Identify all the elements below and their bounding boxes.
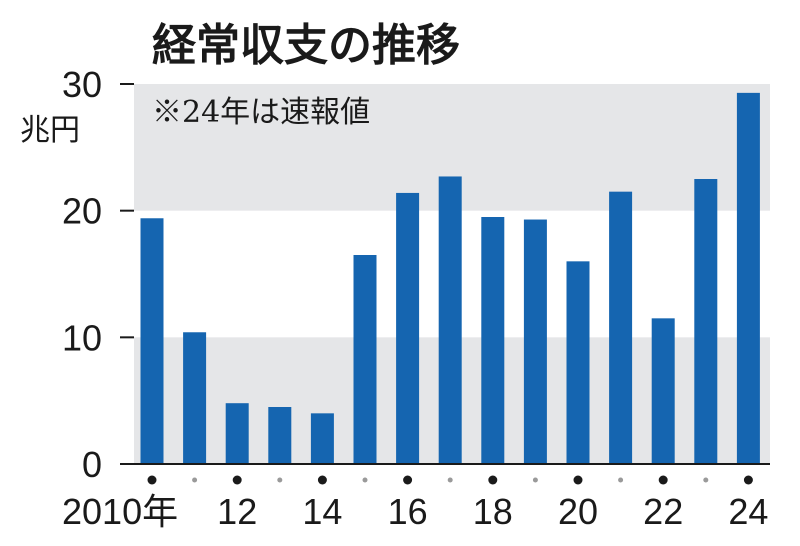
bar [183, 332, 207, 464]
bar [396, 192, 420, 464]
x-tick-marker [147, 475, 157, 485]
x-tick-marker [743, 475, 753, 485]
x-tick-label: 22 [643, 491, 683, 532]
x-tick-marker [192, 477, 198, 483]
x-tick-label: 16 [388, 491, 428, 532]
x-tick-marker [618, 477, 624, 483]
y-tick-label: 30 [62, 64, 102, 105]
bar [694, 179, 718, 464]
x-tick-marker [362, 477, 368, 483]
bar [310, 413, 334, 464]
x-tick-marker [532, 477, 538, 483]
bar [481, 217, 505, 464]
y-tick-label: 20 [62, 191, 102, 232]
y-tick-label: 10 [62, 317, 102, 358]
x-tick-label: 24 [728, 491, 768, 532]
y-tick-label: 0 [82, 444, 102, 485]
bars [140, 92, 760, 464]
bar [566, 261, 590, 464]
x-tick-label: 14 [302, 491, 342, 532]
bar [438, 176, 462, 464]
chart-note: ※24年は速報値 [152, 95, 370, 130]
x-tick-label: 2010年 [62, 491, 178, 532]
bar [651, 318, 675, 464]
x-tick-marker [232, 475, 242, 485]
bar [225, 403, 249, 464]
bar [736, 92, 760, 464]
x-tick-marker [573, 475, 583, 485]
bar [268, 407, 292, 464]
chart-title: 経常収支の推移 [152, 20, 460, 71]
x-tick-marker [277, 477, 283, 483]
bar [609, 191, 633, 464]
x-tick-label: 12 [217, 491, 257, 532]
bar [140, 218, 164, 464]
x-tick-label: 20 [558, 491, 598, 532]
bar [523, 219, 547, 464]
x-tick-marker [403, 475, 413, 485]
x-axis-markers [147, 475, 753, 485]
bar [353, 255, 377, 464]
y-axis-ticks: 0 10 20 30 [62, 64, 134, 485]
x-tick-marker [317, 475, 327, 485]
x-tick-marker [447, 477, 453, 483]
x-tick-marker [488, 475, 498, 485]
x-axis-labels: 2010年 12 14 16 18 20 22 24 [62, 491, 768, 532]
x-tick-marker [703, 477, 709, 483]
x-tick-label: 18 [473, 491, 513, 532]
y-axis-label: 兆円 [20, 113, 80, 148]
x-tick-marker [658, 475, 668, 485]
